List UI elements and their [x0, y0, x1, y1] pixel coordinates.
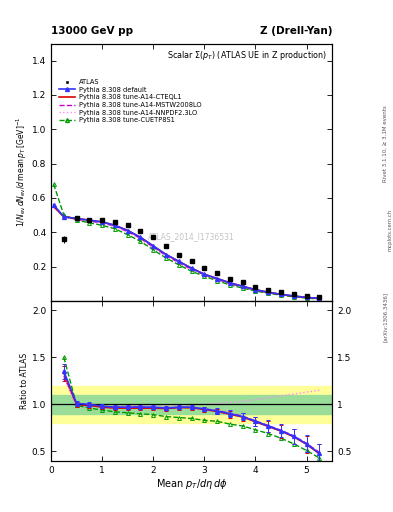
Text: 13000 GeV pp: 13000 GeV pp — [51, 26, 133, 36]
Y-axis label: $1/N_\mathsf{ev}\,dN_\mathsf{ev}/d\,\mathrm{mean}\,p_T\,[\mathrm{GeV}]^{-1}$: $1/N_\mathsf{ev}\,dN_\mathsf{ev}/d\,\mat… — [15, 117, 29, 227]
Text: Rivet 3.1.10, ≥ 3.1M events: Rivet 3.1.10, ≥ 3.1M events — [383, 105, 387, 182]
X-axis label: Mean $p_T/d\eta\,d\phi$: Mean $p_T/d\eta\,d\phi$ — [156, 477, 228, 492]
Bar — [51, 386, 332, 423]
Text: mcplots.cern.ch: mcplots.cern.ch — [388, 209, 393, 251]
Text: ATLAS_2014_I1736531: ATLAS_2014_I1736531 — [148, 232, 235, 241]
Text: Z (Drell-Yan): Z (Drell-Yan) — [260, 26, 332, 36]
Text: Scalar $\Sigma(p_T)$ (ATLAS UE in Z production): Scalar $\Sigma(p_T)$ (ATLAS UE in Z prod… — [167, 49, 327, 61]
Text: [arXiv:1306.3436]: [arXiv:1306.3436] — [383, 292, 387, 343]
Legend: ATLAS, Pythia 8.308 default, Pythia 8.308 tune-A14-CTEQL1, Pythia 8.308 tune-A14: ATLAS, Pythia 8.308 default, Pythia 8.30… — [57, 78, 202, 125]
Bar — [51, 395, 332, 414]
Y-axis label: Ratio to ATLAS: Ratio to ATLAS — [20, 353, 29, 409]
